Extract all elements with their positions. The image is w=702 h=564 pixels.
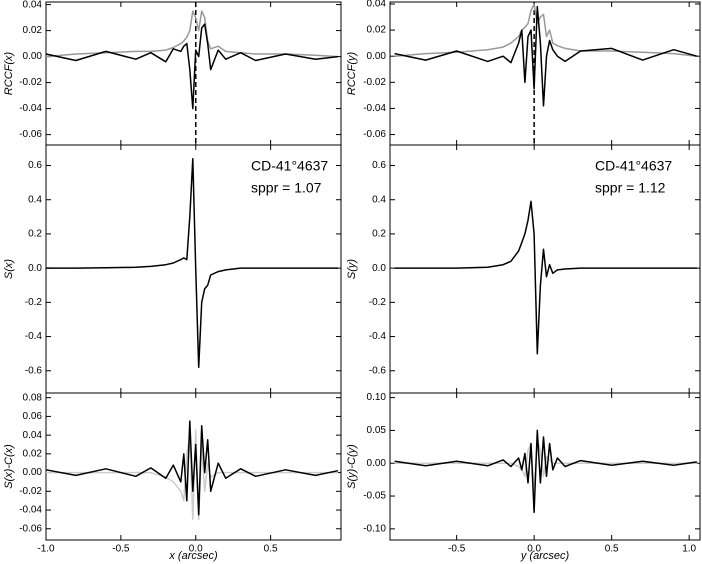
x-axis-label: y (arcsec) [520,550,570,562]
panel-frame [45,392,342,541]
panel-frame [45,1,342,146]
y-axis-label: S(x)-C(x) [3,444,15,489]
x-tick-label: -1.0 [37,544,55,555]
y-tick-label: 0.0 [372,263,386,274]
y-tick-label: 0.06 [23,411,43,422]
x-tick-label: 0.5 [264,544,278,555]
y-tick-label: 0.08 [23,392,43,403]
y-tick-label: -0.04 [363,103,386,114]
y-tick-label: -0.10 [363,523,386,534]
y-axis-label: S(x) [3,259,15,280]
y-tick-label: -0.2 [369,297,387,308]
y-tick-label: -0.4 [25,331,43,342]
y-tick-label: 0.0 [28,263,42,274]
y-axis-label: S(y)-C(y) [346,444,358,489]
data-line [45,23,339,110]
y-axis-label: RCCF(x) [3,51,15,95]
data-line [46,157,338,369]
y-tick-label: 0.02 [23,449,43,460]
data-line [394,5,698,107]
y-tick-label: -0.4 [369,331,387,342]
annotation: CD-41°4637 [595,158,672,174]
y-tick-label: 0.6 [28,160,42,171]
y-tick-label: 0.2 [372,229,386,240]
y-tick-label: 0.4 [28,194,42,205]
y-tick-label: 0.10 [367,392,387,403]
data-line [45,10,339,58]
y-tick-label: 0.04 [23,430,43,441]
y-tick-label: 0.05 [367,425,387,436]
y-tick-label: 0.6 [372,160,386,171]
y-tick-label: -0.6 [25,365,43,376]
data-line [394,429,698,514]
y-axis-label: RCCF(y) [346,51,358,95]
annotation: sppr = 1.07 [251,180,322,196]
y-tick-label: 0.00 [367,458,387,469]
x-tick-label: -0.5 [112,544,130,555]
data-line [45,420,339,516]
y-tick-label: 0.04 [23,0,43,10]
y-tick-label: -0.04 [19,505,42,516]
y-tick-label: -0.04 [19,103,42,114]
data-line [394,3,697,57]
y-tick-label: 0.00 [23,51,43,62]
x-tick-label: 0.0 [189,544,203,555]
y-tick-label: 0.00 [367,51,387,62]
y-tick-label: -0.2 [25,297,43,308]
x-tick-label: 0.0 [527,544,541,555]
x-axis-label: x (arcsec) [168,550,218,562]
data-line [46,429,338,521]
y-tick-label: -0.06 [19,523,42,534]
y-tick-label: 0.00 [23,467,43,478]
y-tick-label: 0.02 [367,25,387,36]
x-tick-label: 0.5 [605,544,619,555]
x-tick-label: -0.5 [448,544,466,555]
y-tick-label: 0.02 [23,25,43,36]
y-tick-label: -0.6 [369,365,387,376]
annotation: sppr = 1.12 [595,180,666,196]
y-tick-label: -0.06 [19,129,42,140]
data-line [394,200,697,355]
y-axis-label: S(y) [346,259,358,280]
y-tick-label: -0.05 [363,491,386,502]
y-tick-label: -0.02 [19,486,42,497]
y-tick-label: 0.2 [28,229,42,240]
y-tick-label: 0.4 [372,194,386,205]
x-tick-label: 1.0 [682,544,696,555]
y-tick-label: -0.02 [363,77,386,88]
panel-frame [389,392,701,541]
y-tick-label: -0.06 [363,129,386,140]
y-tick-label: 0.04 [367,0,387,10]
y-tick-label: -0.02 [19,77,42,88]
annotation: CD-41°4637 [251,158,328,174]
